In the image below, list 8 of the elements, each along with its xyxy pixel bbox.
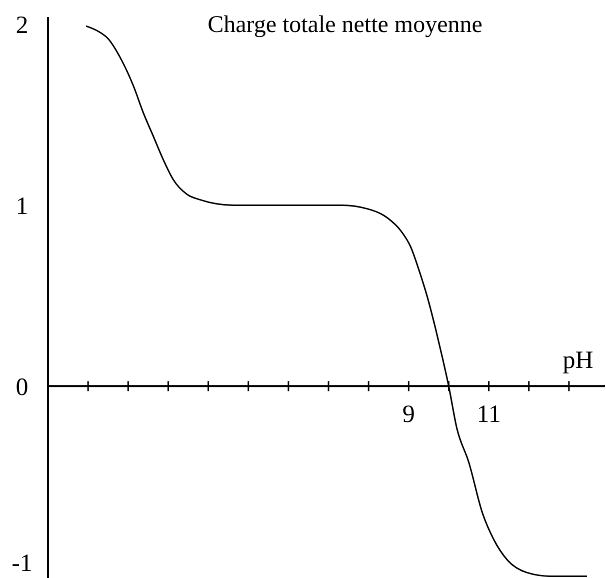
y-tick-label: 0: [16, 374, 28, 401]
y-tick-label: 1: [16, 192, 28, 220]
x-tick-label: 11: [476, 401, 501, 428]
x-tick-label: 9: [402, 401, 415, 428]
y-tick-label: -1: [12, 550, 32, 577]
x-axis-title: pH: [562, 347, 594, 374]
y-tick-label: 2: [16, 12, 28, 39]
chart-title: Charge totale nette moyenne: [208, 12, 482, 38]
